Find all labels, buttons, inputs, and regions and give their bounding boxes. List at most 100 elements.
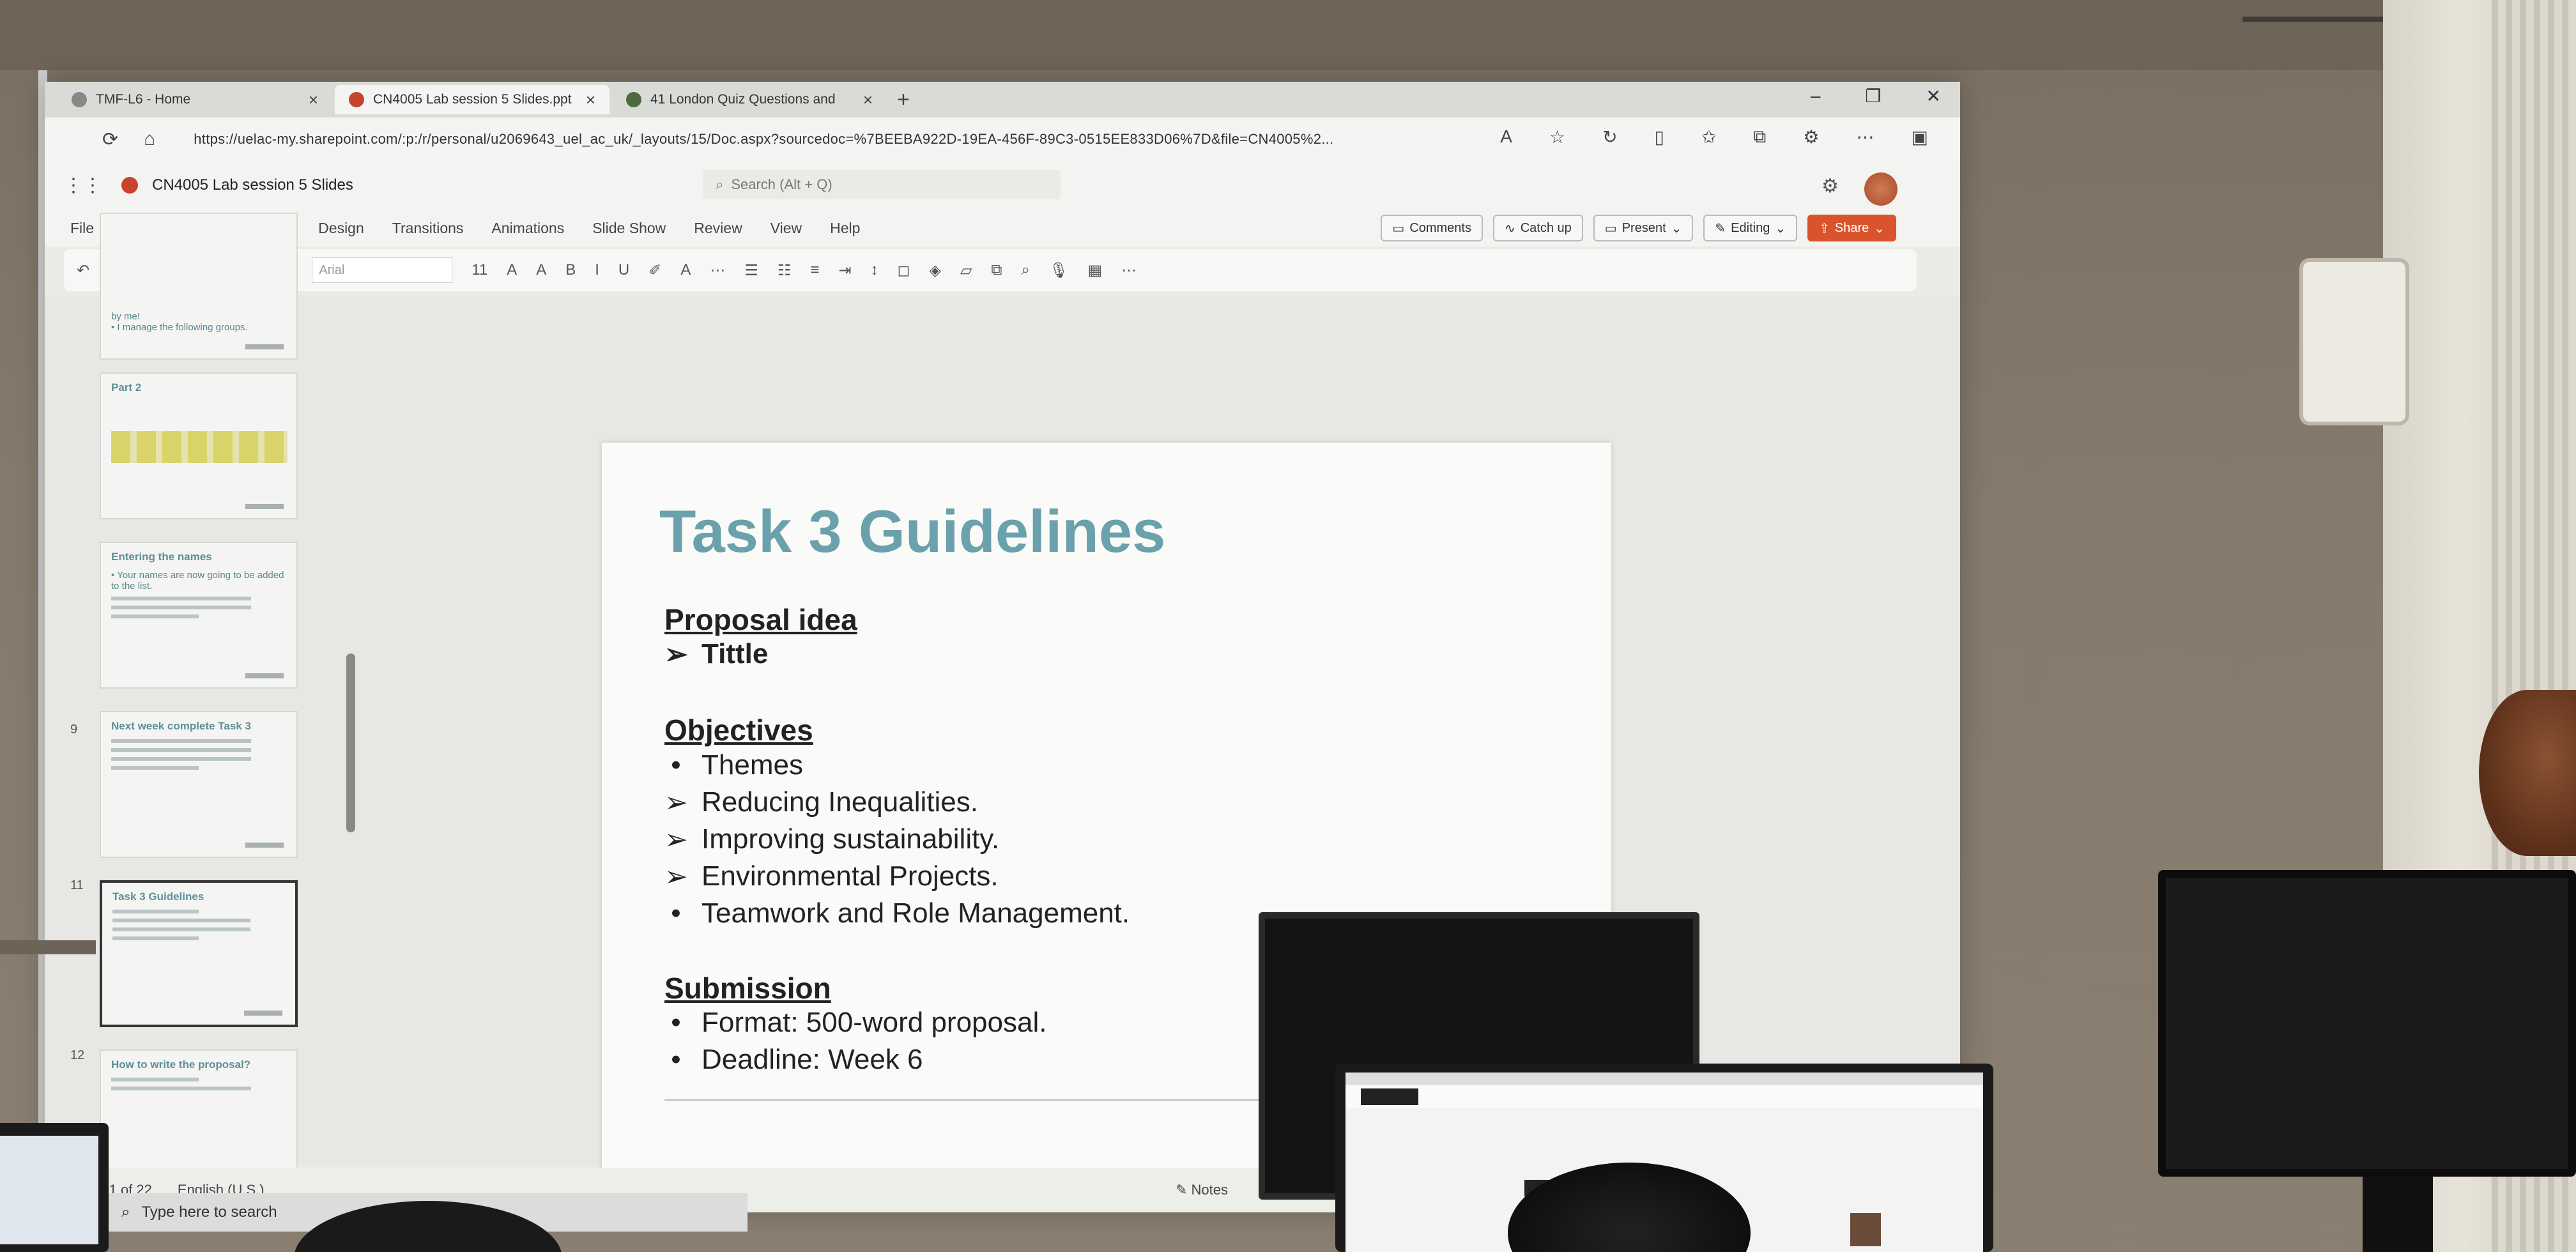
projected-screen: TMF-L6 - Home × CN4005 Lab session 5 Sli…: [45, 82, 1960, 1212]
slide-thumbnail[interactable]: Entering the names • Your names are now …: [100, 542, 298, 689]
extensions-icon[interactable]: ⚙: [1803, 127, 1820, 147]
highlight-icon[interactable]: ✐: [648, 261, 662, 279]
home-icon[interactable]: ⌂: [144, 128, 156, 149]
section-heading: Proposal idea: [664, 603, 857, 636]
thumb-footer: [245, 673, 284, 678]
restore-icon[interactable]: ❐: [1865, 86, 1882, 106]
thumb-line: [112, 919, 250, 922]
close-tab-icon[interactable]: ×: [308, 89, 318, 109]
thumb-title: Task 3 Guidelines: [112, 890, 204, 903]
thumb-footer: [245, 843, 284, 848]
thumb-line: [112, 910, 199, 913]
dictate-icon[interactable]: 🎙: [1049, 261, 1069, 279]
taskbar-search-input[interactable]: Type here to search: [141, 1203, 277, 1221]
section-heading: Submission: [664, 972, 831, 1005]
tab-transitions[interactable]: Transitions: [392, 219, 464, 236]
refresh-icon[interactable]: ⟳: [102, 128, 119, 150]
font-color-icon[interactable]: A: [680, 261, 691, 279]
tab-slide-show[interactable]: Slide Show: [592, 219, 666, 236]
thumb-footer: [245, 504, 284, 509]
document-title[interactable]: CN4005 Lab session 5 Slides: [152, 176, 353, 194]
powerpoint-logo-icon: [121, 177, 138, 194]
overflow-icon[interactable]: ⋯: [1121, 261, 1137, 279]
bullet-text: Reducing Inequalities.: [702, 786, 978, 818]
thumbnail-scrollbar[interactable]: [346, 653, 355, 832]
thumb-title: Entering the names: [111, 551, 212, 563]
slide-thumbnail[interactable]: by me! • I manage the following groups.: [100, 213, 298, 360]
arrange-icon[interactable]: ⧉: [991, 261, 1002, 279]
settings-icon[interactable]: ⚙: [1821, 176, 1839, 197]
close-tab-icon[interactable]: ×: [862, 89, 873, 109]
thumb-line: [111, 597, 252, 600]
share-button[interactable]: ⇪ Share ⌄: [1807, 215, 1896, 241]
share-icon: ⇪: [1819, 221, 1830, 236]
bullets-icon[interactable]: ☰: [744, 261, 758, 279]
outline-icon[interactable]: ▱: [960, 261, 972, 279]
new-tab-icon[interactable]: +: [897, 87, 910, 112]
favorite-star-icon[interactable]: ☆: [1549, 127, 1566, 147]
grow-font-icon[interactable]: A: [507, 261, 518, 279]
shapes-icon[interactable]: ◻: [897, 261, 910, 279]
designer-icon[interactable]: ▦: [1087, 261, 1103, 279]
notes-button[interactable]: ✎ Notes: [1176, 1182, 1228, 1198]
align-icon[interactable]: ≡: [810, 261, 820, 279]
tab-file[interactable]: File: [70, 219, 95, 236]
tab-review[interactable]: Review: [694, 219, 742, 236]
bold-icon[interactable]: B: [565, 261, 576, 279]
slide-thumbnail[interactable]: Part 2: [100, 372, 298, 519]
url-field[interactable]: https://uelac-my.sharepoint.com/:p:/r/pe…: [194, 131, 1334, 147]
numbering-icon[interactable]: ☷: [777, 261, 792, 279]
font-size-input[interactable]: 11: [471, 261, 488, 279]
comment-icon: ▭: [1392, 221, 1405, 236]
arrow-bullet-icon: ➢: [664, 787, 688, 818]
tab-view[interactable]: View: [770, 219, 802, 236]
browser-tab-slides[interactable]: CN4005 Lab session 5 Slides.ppt ×: [335, 85, 610, 114]
tab-animations[interactable]: Animations: [491, 219, 565, 236]
close-tab-icon[interactable]: ×: [585, 89, 595, 109]
indent-icon[interactable]: ⇥: [838, 261, 852, 279]
underline-icon[interactable]: U: [618, 261, 630, 279]
find-icon[interactable]: ⌕: [1021, 261, 1030, 279]
thumb-text: by me!: [111, 311, 141, 322]
thumb-footer: [244, 1011, 282, 1016]
thumb-text: • I manage the following groups.: [111, 322, 248, 333]
favorites-icon[interactable]: ✩: [1701, 127, 1717, 147]
student-laptop-left: [0, 1123, 109, 1252]
editing-button[interactable]: ✎ Editing ⌄: [1703, 215, 1798, 241]
read-aloud-icon[interactable]: A: [1500, 126, 1512, 146]
more-options-icon[interactable]: ⋯: [710, 261, 726, 279]
powerpoint-icon: [349, 92, 364, 107]
fill-icon[interactable]: ◈: [929, 261, 941, 279]
undo-icon[interactable]: ↶: [77, 261, 90, 279]
slide-title[interactable]: Task 3 Guidelines: [659, 498, 1166, 565]
close-window-icon[interactable]: ✕: [1926, 86, 1941, 106]
italic-icon[interactable]: I: [595, 261, 599, 279]
wall-rail: [0, 940, 96, 954]
tab-help[interactable]: Help: [830, 219, 861, 236]
shrink-font-icon[interactable]: A: [536, 261, 547, 279]
split-screen-icon[interactable]: ▯: [1654, 127, 1664, 147]
line-spacing-icon[interactable]: ↕: [870, 261, 878, 279]
more-icon[interactable]: ⋯: [1856, 127, 1874, 147]
font-name-input[interactable]: Arial: [312, 257, 453, 283]
refresh-extension-icon[interactable]: ↻: [1602, 127, 1618, 147]
collections-icon[interactable]: ⧉: [1753, 126, 1767, 146]
slide-thumbnail-selected[interactable]: Task 3 Guidelines: [100, 880, 298, 1027]
tab-design[interactable]: Design: [318, 219, 364, 236]
thumb-line: [112, 928, 250, 931]
presenter-hand: [2479, 690, 2576, 856]
search-input[interactable]: ⌕ Search (Alt + Q): [703, 170, 1061, 199]
bullet-text: Tittle: [702, 638, 769, 669]
comments-button[interactable]: ▭ Comments: [1381, 215, 1483, 241]
slide-thumbnail[interactable]: Next week complete Task 3: [100, 711, 298, 858]
minimize-icon[interactable]: –: [1810, 86, 1821, 105]
avatar[interactable]: [1864, 172, 1897, 206]
app-launcher-icon[interactable]: ⋮⋮: [64, 174, 102, 196]
present-button[interactable]: ▭ Present ⌄: [1593, 215, 1694, 241]
sidebar-icon[interactable]: ▣: [1911, 127, 1928, 147]
browser-tab-quiz[interactable]: 41 London Quiz Questions and ×: [612, 85, 887, 114]
browser-tab-home[interactable]: TMF-L6 - Home ×: [57, 85, 332, 114]
thumb-number: 9: [70, 722, 78, 737]
thumb-line: [111, 1087, 252, 1090]
catch-up-button[interactable]: ∿ Catch up: [1492, 215, 1583, 241]
